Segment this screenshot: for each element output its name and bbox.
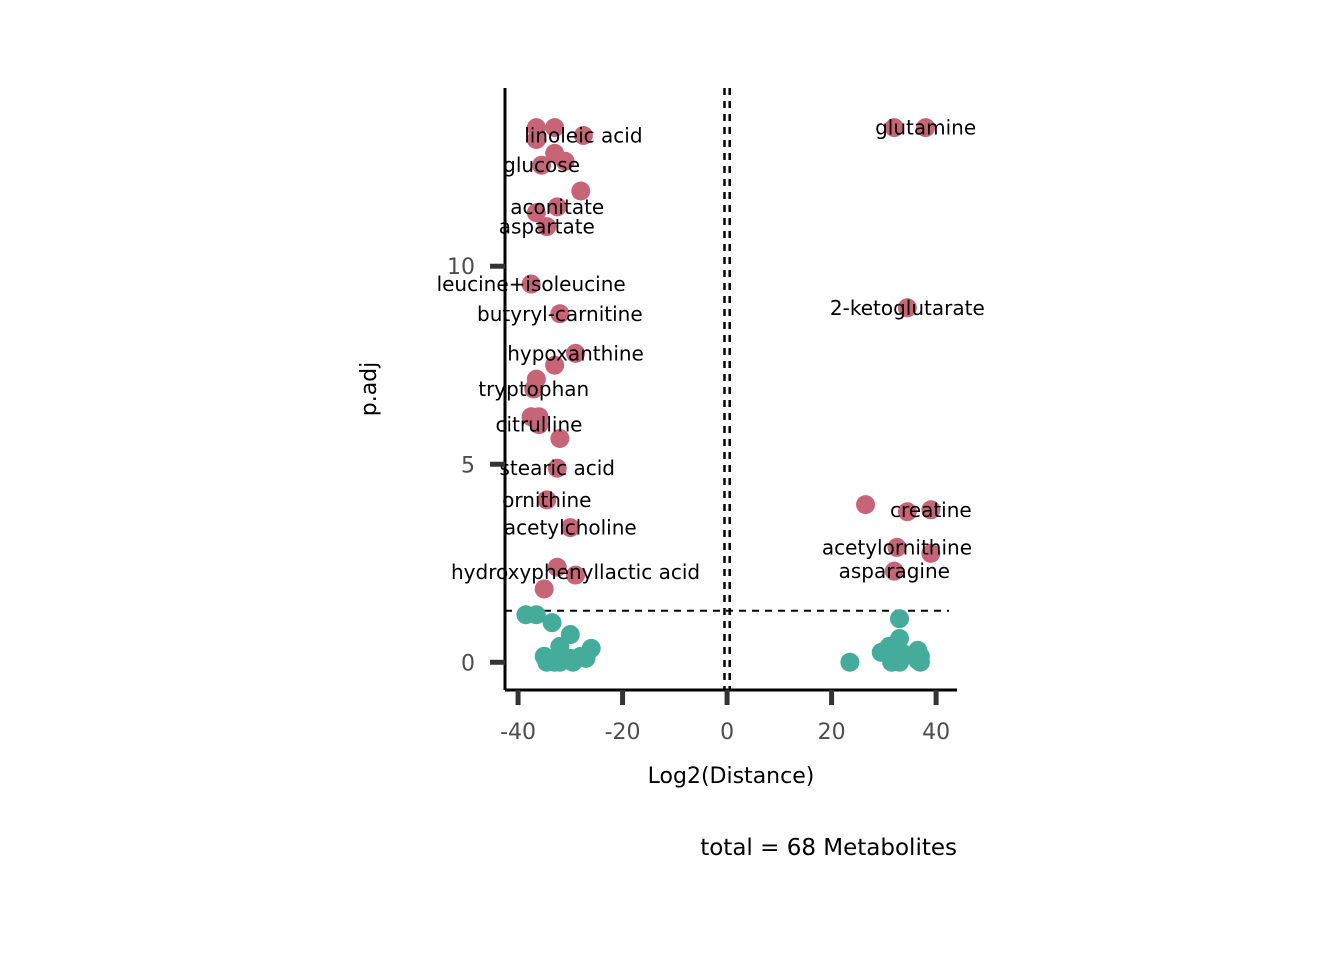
data-point [542,613,562,633]
chart-caption: total = 68 Metabolites [700,835,957,861]
x-tick-label: -20 [605,720,641,745]
x-tick-label: 0 [720,720,734,745]
point-label: asparagine [839,559,950,583]
x-tick-label: -40 [500,720,536,745]
point-label: acetylcholine [504,516,637,540]
data-points [516,118,941,672]
point-label: 2-ketoglutarate [830,296,985,320]
data-point [879,644,899,664]
point-label: leucine+isoleucine [437,272,626,296]
point-label: butyryl-carnitine [477,302,643,326]
point-label: stearic acid [500,456,615,480]
data-point [547,458,567,478]
y-tick-label: 5 [461,453,475,478]
data-point [526,129,546,149]
point-label: linoleic acid [524,124,642,148]
y-tick-label: 0 [461,651,475,676]
data-point [521,274,541,294]
point-label: hypoxanthine [507,341,644,365]
data-point [560,518,580,538]
axes: -40 -20 0 20 40 0 5 10 [447,88,957,745]
data-point [921,543,941,563]
data-point [542,650,562,670]
point-label: ornithine [502,488,591,512]
point-label: aconitate [510,195,604,219]
data-point [856,495,876,515]
point-label: citrulline [495,413,582,437]
data-point [524,379,544,399]
data-point [887,537,907,557]
y-axis-title: p.adj [357,362,382,417]
data-point [534,579,554,599]
data-point [884,118,904,138]
point-label: acetylornithine [822,535,972,559]
x-axis-title: Log2(Distance) [648,764,815,789]
data-point [921,500,941,520]
data-point [897,502,917,522]
data-point [529,415,549,435]
data-point [566,343,586,363]
data-point [897,298,917,318]
x-axis-ticks: -40 -20 0 20 40 [500,690,950,745]
data-point [547,197,567,217]
data-point [566,565,586,585]
data-point [545,355,565,375]
threshold-lines [505,88,949,690]
data-point [526,605,546,625]
data-point [916,118,936,138]
x-tick-label: 40 [922,720,950,745]
y-axis-ticks: 0 5 10 [447,255,505,676]
x-tick-label: 20 [818,720,846,745]
data-point [555,151,575,171]
data-point [840,652,860,672]
data-point [890,609,910,629]
point-label: tryptophan [478,377,589,401]
data-point [526,203,546,223]
point-label: hydroxyphenyllactic acid [451,560,700,584]
data-point [573,126,593,146]
data-point [550,429,570,449]
data-point [547,557,567,577]
point-label: glutamine [875,116,976,140]
data-point [571,181,591,201]
y-tick-label: 10 [447,255,475,280]
data-point [884,561,904,581]
data-point [537,217,557,237]
point-label: glucose [503,153,580,177]
data-point [537,490,557,510]
data-point [532,155,552,175]
point-label: aspartate [499,215,595,239]
data-point [576,648,596,668]
data-point [545,118,565,138]
data-point [550,304,570,324]
data-point [908,648,928,668]
point-label: creatine [890,498,972,522]
